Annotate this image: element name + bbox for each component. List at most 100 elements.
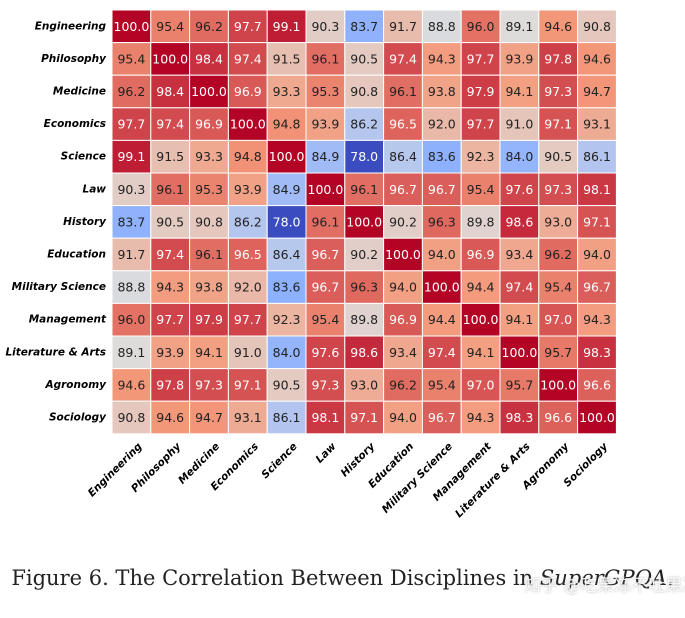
heatmap-cell (383, 335, 423, 370)
heatmap-cell (305, 205, 346, 239)
cell-value-label: 96.2 (117, 84, 145, 99)
heatmap-cell (421, 205, 462, 239)
heatmap-cell (305, 270, 346, 304)
heatmap-cell (227, 172, 268, 207)
cell-value-label: 92.3 (273, 312, 301, 327)
cell-value-label: 95.4 (467, 182, 495, 197)
cell-value-label: 84.9 (273, 182, 301, 197)
column-label-science: Science (259, 441, 300, 482)
heatmap-cell (577, 237, 617, 272)
cell-value-label: 100.0 (114, 19, 150, 34)
cell-value-label: 97.7 (156, 312, 184, 327)
cell-value-label: 100.0 (346, 214, 382, 229)
cell-value-label: 83.6 (273, 280, 301, 295)
cell-value-label: 97.8 (156, 377, 184, 392)
cell-value-label: 84.9 (311, 149, 339, 164)
cell-value-label: 100.0 (540, 377, 576, 392)
cell-value-label: 96.1 (156, 182, 184, 197)
heatmap-cell (499, 205, 540, 239)
cell-value-label: 95.4 (117, 51, 145, 66)
heatmap-cell (266, 368, 307, 402)
heatmap-cells: 100.0 95.4 96.2 97.7 99.1 90.3 83.7 91.7 88.8 96.… (111, 9, 617, 435)
cell-value-label: 94.4 (428, 312, 456, 327)
heatmap-cell (227, 400, 268, 435)
cell-value-label: 97.1 (583, 214, 611, 229)
heatmap-cell (227, 302, 268, 337)
row-label-education: Education (47, 249, 106, 261)
cell-value-label: 83.6 (428, 149, 456, 164)
cell-value-label: 97.7 (234, 312, 262, 327)
row-label-law: Law (83, 183, 107, 195)
cell-value-label: 93.0 (544, 214, 572, 229)
cell-value-label: 91.0 (505, 117, 533, 132)
cell-value-label: 97.1 (234, 377, 262, 392)
heatmap-cell (421, 172, 462, 207)
cell-value-label: 95.4 (544, 280, 572, 295)
heatmap-cell (421, 107, 462, 141)
cell-value-label: 96.7 (389, 182, 417, 197)
cell-value-label: 86.4 (389, 149, 417, 164)
cell-value-label: 91.5 (156, 149, 184, 164)
cell-value-label: 94.1 (505, 312, 533, 327)
cell-value-label: 100.0 (424, 280, 460, 295)
cell-value-label: 96.5 (389, 117, 417, 132)
heatmap-cell (383, 172, 423, 207)
cell-value-label: 95.4 (311, 312, 339, 327)
cell-value-label: 96.6 (544, 410, 572, 425)
heatmap-cell (577, 400, 617, 435)
heatmap-cell (305, 368, 346, 402)
row-label-engineering: Engineering (35, 20, 107, 32)
cell-value-label: 98.4 (195, 51, 223, 66)
heatmap-cell (538, 335, 579, 370)
cell-value-label: 97.7 (234, 19, 262, 34)
cell-value-label: 93.3 (273, 84, 301, 99)
cell-value-label: 97.3 (544, 182, 572, 197)
cell-value-label: 93.1 (583, 117, 611, 132)
cell-value-label: 93.8 (428, 84, 456, 99)
heatmap-cell (111, 74, 152, 109)
cell-value-label: 97.7 (117, 117, 145, 132)
heatmap-cell (305, 42, 346, 76)
heatmap-cell (460, 107, 501, 141)
cell-value-label: 93.1 (234, 410, 262, 425)
cell-value-label: 94.3 (467, 410, 495, 425)
heatmap-cell (577, 205, 617, 239)
cell-value-label: 96.1 (389, 84, 417, 99)
column-label-military-science: Military Science (380, 441, 455, 516)
heatmap-cell (421, 42, 462, 76)
cell-value-label: 86.1 (583, 149, 611, 164)
heatmap-cell (189, 139, 229, 174)
correlation-heatmap: 100.0 95.4 96.2 97.7 99.1 90.3 83.7 91.7 88.8 96.… (5, 9, 617, 520)
heatmap-cell (189, 42, 229, 76)
cell-value-label: 96.7 (428, 410, 456, 425)
heatmap-cell (189, 205, 229, 239)
heatmap-cell (421, 302, 462, 337)
heatmap-cell (538, 9, 579, 44)
cell-value-label: 100.0 (308, 182, 344, 197)
heatmap-cell (344, 368, 385, 402)
cell-value-label: 94.7 (583, 84, 611, 99)
cell-value-label: 97.1 (350, 410, 378, 425)
heatmap-cell (344, 42, 385, 76)
cell-value-label: 96.2 (389, 377, 417, 392)
cell-value-label: 90.2 (389, 214, 417, 229)
heatmap-cell (499, 74, 540, 109)
heatmap-cell (266, 237, 307, 272)
cell-value-label: 97.3 (544, 84, 572, 99)
cell-value-label: 97.6 (505, 182, 533, 197)
heatmap-cell (577, 42, 617, 76)
heatmap-cell (383, 42, 423, 76)
cell-value-label: 89.1 (117, 345, 145, 360)
heatmap-cell (499, 107, 540, 141)
cell-value-label: 97.4 (156, 117, 184, 132)
heatmap-cell (538, 270, 579, 304)
heatmap-cell (577, 172, 617, 207)
cell-value-label: 95.4 (156, 19, 184, 34)
heatmap-cell (111, 42, 152, 76)
heatmap-cell (538, 237, 579, 272)
heatmap-cell (227, 42, 268, 76)
cell-value-label: 93.8 (195, 280, 223, 295)
cell-value-label: 86.1 (273, 410, 301, 425)
cell-value-label: 97.4 (428, 345, 456, 360)
heatmap-cell (227, 237, 268, 272)
